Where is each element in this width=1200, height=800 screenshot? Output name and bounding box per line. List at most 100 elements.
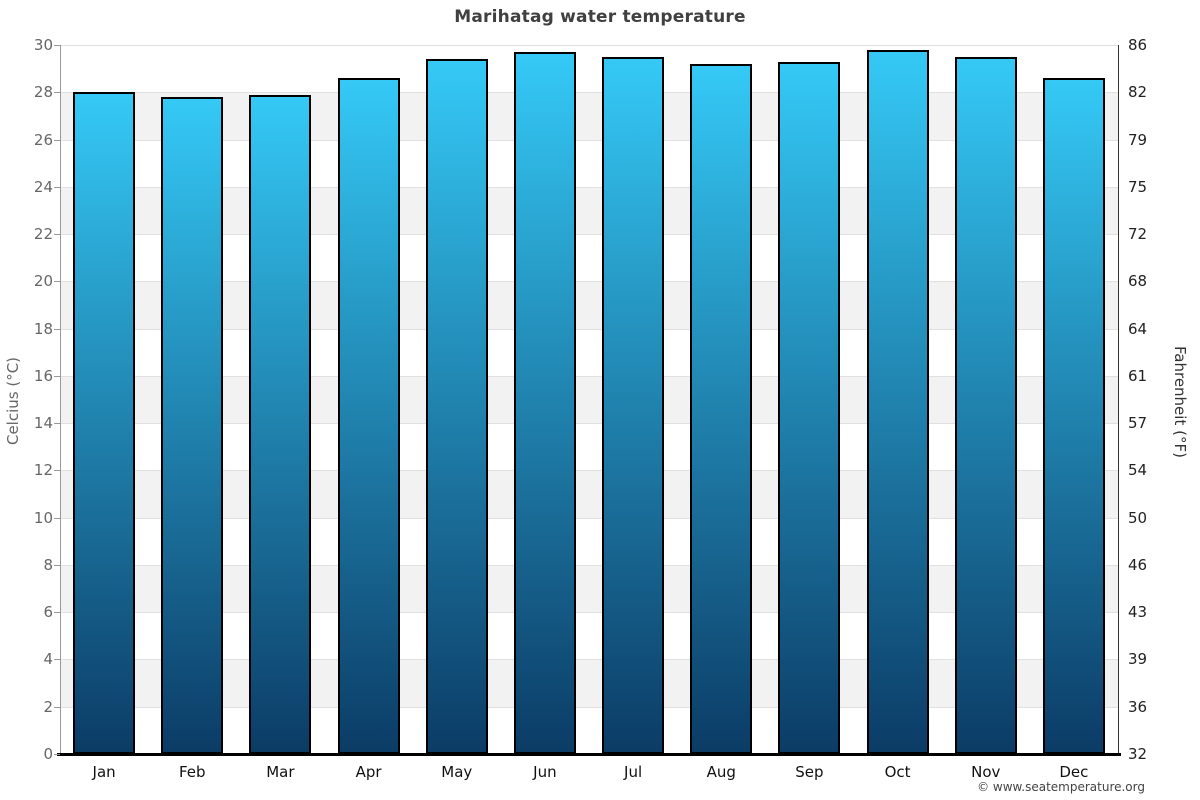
bar-jul[interactable] <box>602 56 665 754</box>
plot-band-20-22 <box>60 234 1118 282</box>
fahrenheit-tick-75: 75 <box>1128 177 1148 196</box>
plot-band-18-20 <box>60 281 1118 329</box>
bar-feb[interactable] <box>161 97 224 754</box>
fahrenheit-tick-79: 79 <box>1128 130 1148 149</box>
celsius-tickmark-30 <box>54 45 60 46</box>
celsius-tickmark-22 <box>54 234 60 236</box>
fahrenheit-tick-82: 82 <box>1128 83 1148 102</box>
celsius-tickmark-26 <box>54 139 60 141</box>
plot-area <box>60 45 1118 754</box>
celsius-tickmark-24 <box>54 186 60 188</box>
celsius-tick-14: 14 <box>33 414 53 433</box>
gridline-18c <box>60 328 1118 330</box>
celsius-tick-24: 24 <box>33 177 53 196</box>
celsius-tick-22: 22 <box>33 225 53 244</box>
celsius-tick-0: 0 <box>43 745 53 763</box>
celsius-tickmark-4 <box>54 659 60 661</box>
bar-may[interactable] <box>425 59 488 754</box>
fahrenheit-tick-43: 43 <box>1128 603 1148 622</box>
plot-band-16-18 <box>60 328 1118 376</box>
bar-apr[interactable] <box>337 78 400 754</box>
plot-band-6-8 <box>60 564 1118 613</box>
left-y-axis-line <box>60 45 61 754</box>
chart-title: Marihatag water temperature <box>454 7 746 27</box>
bar-jun[interactable] <box>513 52 576 754</box>
gridline-20c <box>60 281 1118 283</box>
month-label-nov: Nov <box>971 763 1001 781</box>
month-label-jan: Jan <box>92 763 116 781</box>
celsius-tickmark-10 <box>54 517 60 519</box>
celsius-tickmark-14 <box>54 423 60 425</box>
bar-nov[interactable] <box>954 56 1017 754</box>
fahrenheit-tick-39: 39 <box>1128 650 1148 669</box>
fahrenheit-tick-61: 61 <box>1128 366 1148 385</box>
right-y-axis-line <box>1118 45 1119 754</box>
fahrenheit-tick-64: 64 <box>1128 319 1148 338</box>
fahrenheit-tick-50: 50 <box>1128 508 1148 527</box>
celsius-tickmark-0 <box>54 754 60 755</box>
celsius-tickmark-2 <box>54 706 60 708</box>
gridline-4c <box>60 659 1118 661</box>
bar-aug[interactable] <box>690 63 753 754</box>
fahrenheit-tick-72: 72 <box>1128 225 1148 244</box>
plot-band-22-24 <box>60 186 1118 235</box>
plot-band-14-16 <box>60 375 1118 424</box>
plot-band-28-30 <box>60 45 1118 93</box>
month-label-aug: Aug <box>706 763 736 781</box>
bar-sep[interactable] <box>778 61 841 754</box>
fahrenheit-axis-title: Fahrenheit (°F) <box>1171 346 1189 458</box>
gridline-22c <box>60 234 1118 236</box>
month-label-feb: Feb <box>179 763 206 781</box>
month-label-may: May <box>441 763 473 781</box>
month-label-mar: Mar <box>266 763 295 781</box>
month-label-oct: Oct <box>884 763 911 781</box>
celsius-axis-title: Celcius (°C) <box>4 356 22 446</box>
celsius-tickmark-18 <box>54 328 60 330</box>
celsius-tick-16: 16 <box>33 366 53 385</box>
celsius-tick-12: 12 <box>33 461 53 480</box>
plot-band-24-26 <box>60 139 1118 187</box>
bar-mar[interactable] <box>249 94 312 754</box>
celsius-tickmark-20 <box>54 281 60 283</box>
gridline-10c <box>60 517 1118 519</box>
fahrenheit-tick-68: 68 <box>1128 272 1148 291</box>
plot-band-2-4 <box>60 659 1118 707</box>
gridline-6c <box>60 612 1118 614</box>
celsius-tick-26: 26 <box>33 130 53 149</box>
bar-oct[interactable] <box>866 49 929 754</box>
x-axis-line <box>57 753 1121 756</box>
plot-band-26-28 <box>60 92 1118 140</box>
gridline-12c <box>60 470 1118 472</box>
plot-band-8-10 <box>60 517 1118 565</box>
gridline-16c <box>60 375 1118 377</box>
celsius-tick-10: 10 <box>33 508 53 527</box>
celsius-tickmark-28 <box>54 92 60 94</box>
gridline-26c <box>60 139 1118 141</box>
copyright-notice: © www.seatemperature.org <box>977 780 1145 794</box>
fahrenheit-tick-54: 54 <box>1128 461 1148 480</box>
celsius-tickmark-6 <box>54 612 60 614</box>
gridline-8c <box>60 564 1118 566</box>
plot-band-10-12 <box>60 470 1118 518</box>
celsius-tick-2: 2 <box>43 697 53 716</box>
fahrenheit-tick-36: 36 <box>1128 697 1148 716</box>
month-label-sep: Sep <box>795 763 824 781</box>
celsius-tick-18: 18 <box>33 319 53 338</box>
gridline-14c <box>60 423 1118 425</box>
plot-band-0-2 <box>60 706 1118 754</box>
celsius-tick-28: 28 <box>33 83 53 102</box>
gridline-30c <box>60 45 1118 46</box>
plot-band-12-14 <box>60 423 1118 471</box>
bar-jan[interactable] <box>73 92 136 754</box>
celsius-tick-20: 20 <box>33 272 53 291</box>
bar-dec[interactable] <box>1042 78 1105 754</box>
gridline-24c <box>60 186 1118 188</box>
fahrenheit-tick-57: 57 <box>1128 414 1148 433</box>
fahrenheit-tick-86: 86 <box>1128 36 1148 54</box>
month-label-jul: Jul <box>624 763 643 781</box>
month-label-dec: Dec <box>1059 763 1089 781</box>
celsius-tick-30: 30 <box>33 36 53 54</box>
celsius-tick-6: 6 <box>43 603 53 622</box>
celsius-tickmark-16 <box>54 375 60 377</box>
